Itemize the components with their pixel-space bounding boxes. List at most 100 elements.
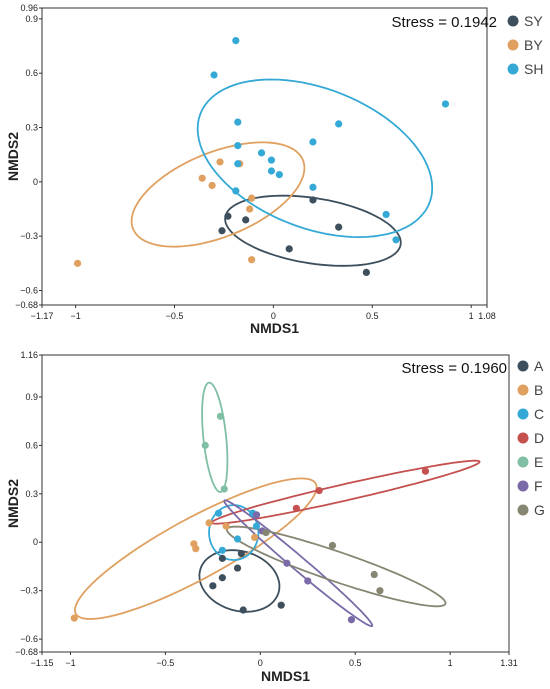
- x-tick-label: −1.15: [31, 658, 54, 668]
- y-tick-label: 0: [33, 177, 38, 187]
- y-tick-label: −0.68: [15, 300, 38, 310]
- point-C: [214, 509, 223, 517]
- point-C: [218, 546, 226, 554]
- point-B: [205, 519, 213, 527]
- y-tick-label: 0.96: [20, 3, 38, 13]
- ellipse-SH: [196, 78, 434, 239]
- point-SH: [234, 160, 242, 168]
- point-E: [201, 441, 209, 449]
- point-BY: [246, 205, 254, 213]
- point-SH: [232, 36, 240, 45]
- y-tick-label: −0.3: [20, 586, 38, 596]
- x-tick-label: 0.5: [366, 311, 379, 321]
- point-SH: [441, 100, 450, 108]
- x-tick-label: 0: [258, 658, 263, 668]
- y-axis-label: NMDS2: [5, 479, 21, 528]
- point-A: [218, 554, 226, 562]
- y-tick-label: 0.3: [25, 123, 38, 133]
- point-G: [328, 541, 337, 550]
- point-C: [233, 535, 242, 543]
- legend-marker-A: [517, 360, 529, 372]
- stress-annotation: Stress = 0.1960: [402, 360, 507, 377]
- point-SH: [232, 187, 240, 195]
- point-D: [292, 504, 300, 512]
- point-BY: [208, 181, 216, 190]
- point-B: [192, 545, 200, 553]
- legend-label-B: B: [534, 382, 543, 398]
- legend-marker-C: [517, 408, 529, 420]
- legend-label-BY: BY: [524, 37, 543, 53]
- point-SH: [267, 156, 276, 164]
- point-SH: [392, 236, 400, 244]
- point-SY: [242, 216, 250, 224]
- legend-marker-SY: [507, 15, 519, 27]
- point-D: [421, 467, 430, 475]
- legend-label-C: C: [534, 406, 544, 422]
- x-tick-label: 1: [448, 658, 453, 668]
- point-E: [216, 412, 225, 420]
- x-tick-label: −1: [65, 658, 75, 668]
- legend-label-D: D: [534, 430, 544, 446]
- point-SY: [218, 227, 226, 235]
- point-C: [252, 522, 261, 530]
- point-F: [347, 616, 356, 624]
- x-tick-label: −0.5: [157, 658, 175, 668]
- x-tick-label: −0.5: [166, 311, 184, 321]
- point-SH: [275, 171, 283, 179]
- x-tick-label: 0: [271, 311, 276, 321]
- point-SH: [234, 118, 242, 126]
- point-SY: [309, 196, 317, 204]
- legend-label-SY: SY: [524, 13, 543, 29]
- point-SY: [285, 245, 293, 253]
- point-BY: [216, 158, 224, 166]
- point-SY: [335, 223, 343, 231]
- legend-marker-B: [517, 384, 529, 396]
- point-SH: [382, 210, 390, 219]
- point-G: [376, 587, 384, 595]
- point-SH: [234, 142, 242, 150]
- stress-annotation: Stress = 0.1942: [392, 14, 497, 31]
- y-tick-label: 0.6: [25, 440, 38, 450]
- legend-marker-D: [517, 432, 529, 444]
- point-A: [239, 606, 247, 614]
- point-B: [251, 533, 259, 541]
- y-tick-label: 0.3: [25, 489, 38, 499]
- point-E: [220, 485, 228, 493]
- y-tick-label: 0.9: [25, 392, 38, 402]
- point-SH: [257, 149, 266, 157]
- y-tick-label: 0.9: [25, 14, 38, 24]
- x-axis-label: NMDS1: [261, 668, 310, 684]
- legend-label-E: E: [534, 454, 543, 470]
- x-tick-label: −1.17: [31, 311, 54, 321]
- point-D: [315, 486, 323, 495]
- ellipse-B: [73, 477, 318, 620]
- y-tick-label: 1.16: [20, 350, 38, 360]
- legend-label-SH: SH: [524, 61, 543, 77]
- point-SY: [362, 268, 370, 277]
- point-SH: [267, 167, 276, 175]
- legend-label-F: F: [534, 478, 543, 494]
- y-tick-label: 0.6: [25, 68, 38, 78]
- y-tick-label: 0: [33, 537, 38, 547]
- x-tick-label: 1.31: [500, 658, 518, 668]
- y-tick-label: −0.68: [15, 647, 38, 657]
- x-tick-label: −1: [70, 311, 80, 321]
- plot-frame: [41, 7, 488, 306]
- point-BY: [74, 259, 82, 267]
- legend-label-G: G: [534, 502, 545, 518]
- point-A: [237, 549, 245, 558]
- y-tick-label: −0.6: [20, 286, 38, 296]
- point-SH: [210, 71, 218, 79]
- point-F: [283, 559, 291, 567]
- point-A: [218, 574, 226, 582]
- point-SH: [335, 120, 343, 128]
- point-A: [233, 564, 242, 572]
- y-axis-label: NMDS2: [5, 132, 21, 181]
- legend-label-A: A: [534, 358, 544, 374]
- point-BY: [248, 194, 256, 202]
- x-tick-label: 1: [469, 311, 474, 321]
- point-SY: [224, 212, 232, 220]
- ellipse-E: [201, 381, 229, 493]
- y-tick-label: −0.3: [20, 231, 38, 241]
